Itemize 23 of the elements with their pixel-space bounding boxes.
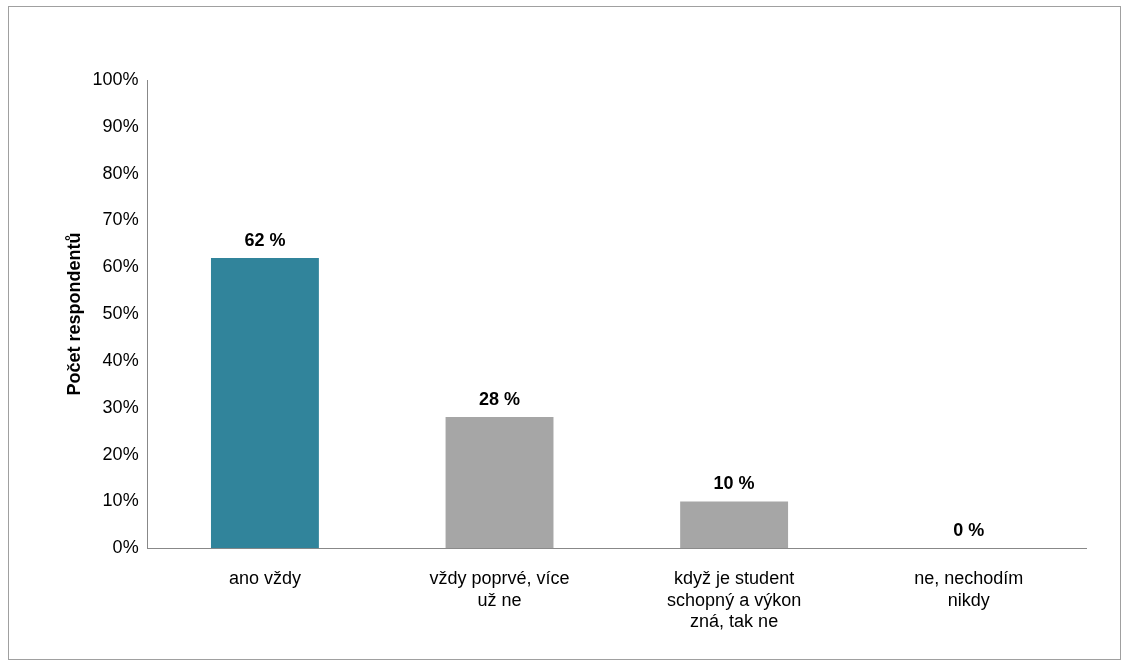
y-tick-label: 80% <box>102 162 139 183</box>
data-label: 10 % <box>713 473 755 494</box>
y-tick-label: 90% <box>102 115 139 136</box>
y-tick-label: 30% <box>102 396 139 417</box>
y-tick-label: 0% <box>112 537 139 558</box>
y-tick-label: 50% <box>102 303 139 324</box>
bar <box>680 501 789 549</box>
y-tick-label: 10% <box>102 490 139 511</box>
x-tick-label: ne, nechodím nikdy <box>914 567 1024 610</box>
x-tick-label: vždy poprvé, více už ne <box>429 567 570 610</box>
x-tick-label: ano vždy <box>228 567 301 588</box>
bar <box>210 257 319 549</box>
y-tick-label: 40% <box>102 349 139 370</box>
y-tick-label: 70% <box>102 209 139 230</box>
y-tick-label: 60% <box>102 256 139 277</box>
y-tick-label: 100% <box>92 68 139 89</box>
data-label: 0 % <box>953 520 985 541</box>
data-label: 62 % <box>244 229 286 250</box>
y-axis-title: Počet respondentů <box>63 232 84 396</box>
y-tick-label: 20% <box>102 443 139 464</box>
data-label: 28 % <box>479 389 521 410</box>
bar <box>445 417 554 549</box>
x-tick-label: když je student schopný a výkon zná, tak ne <box>667 567 802 632</box>
